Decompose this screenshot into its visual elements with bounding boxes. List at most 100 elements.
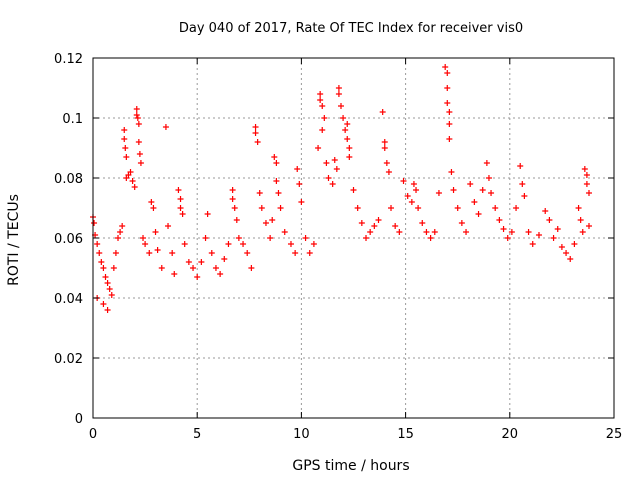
data-point	[444, 100, 451, 106]
data-point	[404, 193, 411, 199]
data-point	[94, 241, 101, 247]
data-point	[423, 229, 430, 235]
data-point	[177, 196, 184, 202]
data-point	[325, 175, 332, 181]
data-point	[410, 181, 417, 187]
y-tick-label: 0.02	[54, 352, 83, 367]
data-point	[448, 169, 455, 175]
data-point	[381, 139, 388, 145]
data-point	[134, 115, 141, 121]
data-point	[431, 229, 438, 235]
axis-tick-labels: 0 0.02 0.04 0.06 0.08 0.1 0.12 0 5 10 15 20 25	[54, 52, 622, 442]
data-point	[521, 193, 528, 199]
data-point	[96, 250, 103, 256]
data-point	[319, 103, 326, 109]
data-point	[154, 247, 161, 253]
data-point	[333, 166, 340, 172]
data-point	[571, 241, 578, 247]
data-point	[229, 187, 236, 193]
y-tick-label: 0.1	[62, 112, 83, 127]
data-point	[240, 241, 247, 247]
data-point	[558, 244, 565, 250]
data-point	[254, 139, 261, 145]
data-point	[413, 187, 420, 193]
data-point	[252, 130, 259, 136]
data-point	[444, 85, 451, 91]
data-point	[463, 229, 470, 235]
data-point	[127, 169, 134, 175]
data-point	[185, 259, 192, 265]
data-point	[321, 115, 328, 121]
data-point	[212, 265, 219, 271]
data-point	[121, 136, 128, 142]
data-point	[104, 280, 111, 286]
data-point	[225, 241, 232, 247]
data-point	[581, 166, 588, 172]
data-point	[535, 232, 542, 238]
data-point	[202, 235, 209, 241]
data-point	[136, 151, 143, 157]
data-point	[267, 235, 274, 241]
data-point	[415, 205, 422, 211]
data-point	[252, 124, 259, 130]
data-point	[346, 145, 353, 151]
data-point	[277, 205, 284, 211]
data-point	[454, 205, 461, 211]
data-point	[358, 220, 365, 226]
data-point	[112, 250, 119, 256]
data-point	[158, 265, 165, 271]
data-point	[475, 211, 482, 217]
data-point	[388, 205, 395, 211]
data-point	[385, 169, 392, 175]
data-point	[467, 181, 474, 187]
data-point	[98, 259, 105, 265]
data-point	[519, 181, 526, 187]
data-point	[248, 265, 255, 271]
y-axis-title: ROTI / TECUs	[6, 194, 22, 286]
data-point	[575, 205, 582, 211]
data-point	[488, 190, 495, 196]
data-point	[444, 70, 451, 76]
data-point	[262, 220, 269, 226]
data-point	[150, 205, 157, 211]
data-point	[269, 217, 276, 223]
data-point	[129, 178, 136, 184]
data-point	[108, 292, 115, 298]
data-point	[106, 286, 113, 292]
data-point	[271, 154, 278, 160]
data-point	[392, 223, 399, 229]
data-point	[122, 145, 129, 151]
data-point	[563, 250, 570, 256]
data-point	[340, 115, 347, 121]
data-point	[427, 235, 434, 241]
data-point	[367, 229, 374, 235]
data-point	[221, 256, 228, 262]
data-point	[550, 235, 557, 241]
data-point	[485, 175, 492, 181]
data-point	[119, 223, 126, 229]
data-point	[315, 145, 322, 151]
data-point	[148, 199, 155, 205]
data-point	[496, 217, 503, 223]
data-point	[517, 163, 524, 169]
data-point	[419, 220, 426, 226]
data-point	[165, 223, 172, 229]
x-tick-label: 10	[293, 427, 310, 442]
data-point	[152, 229, 159, 235]
x-tick-label: 25	[606, 427, 623, 442]
grid-lines	[93, 58, 614, 418]
data-point	[169, 250, 176, 256]
data-point	[233, 217, 240, 223]
data-point	[292, 250, 299, 256]
data-point	[396, 229, 403, 235]
data-point	[337, 103, 344, 109]
data-point	[133, 112, 140, 118]
data-point	[298, 199, 305, 205]
data-point	[273, 160, 280, 166]
y-tick-label: 0.08	[54, 172, 83, 187]
y-tick-label: 0.04	[54, 292, 83, 307]
y-tick-label: 0.12	[54, 52, 83, 67]
data-point	[585, 223, 592, 229]
data-point	[400, 178, 407, 184]
data-point	[306, 250, 313, 256]
